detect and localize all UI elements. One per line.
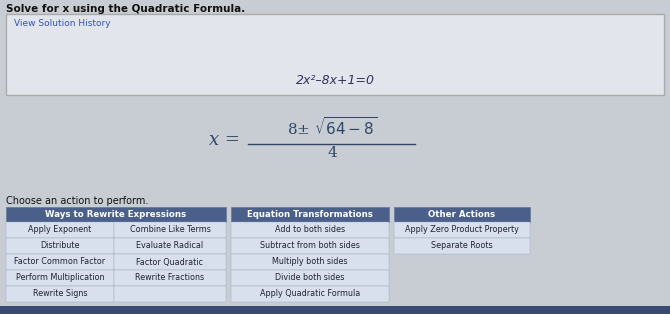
- Bar: [0, 306, 670, 314]
- Bar: [114, 222, 226, 238]
- Bar: [114, 254, 226, 270]
- Text: Add to both sides: Add to both sides: [275, 225, 345, 235]
- Bar: [231, 270, 389, 286]
- Text: Factor Quadratic: Factor Quadratic: [137, 257, 204, 267]
- Bar: [6, 270, 114, 286]
- Text: Divide both sides: Divide both sides: [275, 273, 344, 283]
- Bar: [394, 238, 530, 254]
- Text: Rewrite Fractions: Rewrite Fractions: [135, 273, 204, 283]
- Text: Choose an action to perform.: Choose an action to perform.: [6, 196, 148, 206]
- Bar: [231, 238, 389, 254]
- Bar: [231, 286, 389, 302]
- Text: Subtract from both sides: Subtract from both sides: [260, 241, 360, 251]
- Bar: [6, 254, 114, 270]
- Bar: [231, 222, 389, 238]
- Bar: [394, 207, 530, 222]
- Bar: [6, 14, 664, 95]
- Text: Factor Common Factor: Factor Common Factor: [15, 257, 106, 267]
- Bar: [231, 207, 389, 222]
- Text: 8± $\sqrt{64-8}$: 8± $\sqrt{64-8}$: [287, 116, 377, 138]
- Text: Evaluate Radical: Evaluate Radical: [137, 241, 204, 251]
- Text: 2x²–8x+1=0: 2x²–8x+1=0: [295, 74, 375, 87]
- Bar: [231, 254, 389, 270]
- Bar: [6, 222, 114, 238]
- Text: Solve for x using the Quadratic Formula.: Solve for x using the Quadratic Formula.: [6, 4, 245, 14]
- Bar: [114, 270, 226, 286]
- Bar: [6, 238, 114, 254]
- Text: View Solution History: View Solution History: [14, 19, 111, 28]
- Text: Distribute: Distribute: [40, 241, 80, 251]
- Text: Combine Like Terms: Combine Like Terms: [129, 225, 210, 235]
- Text: Equation Transformations: Equation Transformations: [247, 210, 373, 219]
- Text: Apply Zero Product Property: Apply Zero Product Property: [405, 225, 519, 235]
- Bar: [114, 286, 226, 302]
- Text: Separate Roots: Separate Roots: [431, 241, 493, 251]
- Bar: [114, 238, 226, 254]
- Text: Apply Quadratic Formula: Apply Quadratic Formula: [260, 290, 360, 299]
- Text: Apply Exponent: Apply Exponent: [28, 225, 92, 235]
- Text: Other Actions: Other Actions: [428, 210, 496, 219]
- Bar: [394, 222, 530, 238]
- Text: Perform Multiplication: Perform Multiplication: [16, 273, 105, 283]
- Text: Rewrite Signs: Rewrite Signs: [33, 290, 87, 299]
- Text: 4: 4: [327, 146, 337, 160]
- Bar: [6, 207, 226, 222]
- Bar: [6, 286, 114, 302]
- Text: x =: x =: [209, 131, 240, 149]
- Text: Ways to Rewrite Expressions: Ways to Rewrite Expressions: [46, 210, 186, 219]
- Text: Multiply both sides: Multiply both sides: [272, 257, 348, 267]
